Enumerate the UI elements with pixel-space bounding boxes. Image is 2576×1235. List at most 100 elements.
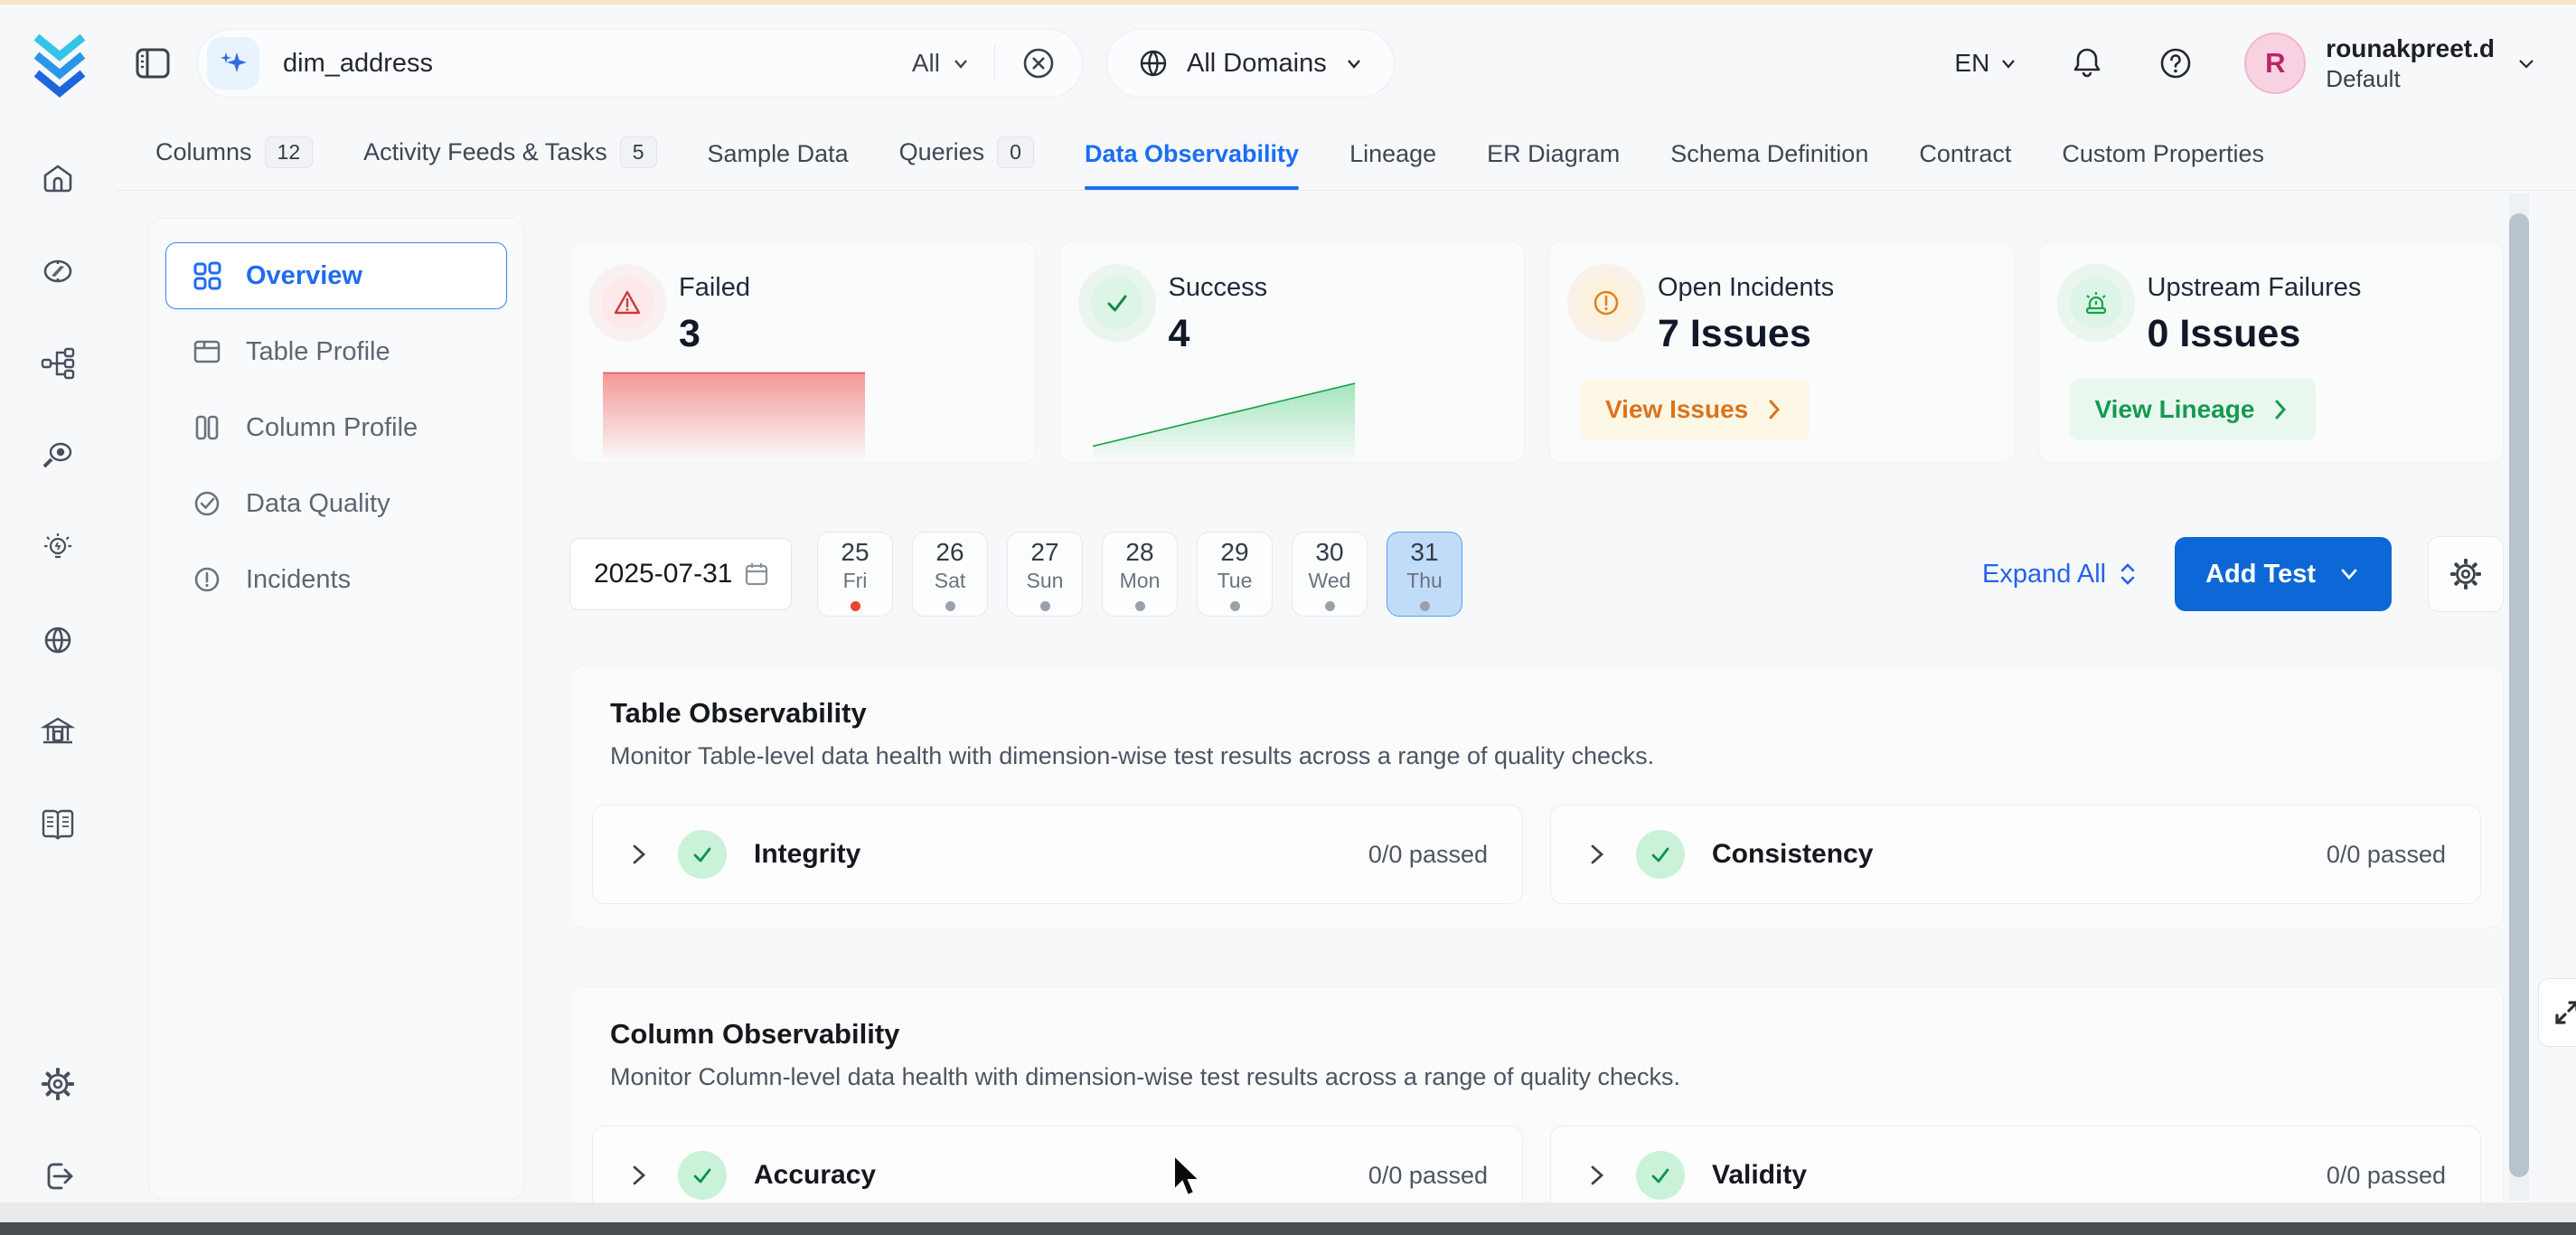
top-header: dim_address All All Domains bbox=[0, 5, 2576, 122]
section-description: Monitor Column-level data health with di… bbox=[610, 1063, 1681, 1090]
gear-icon bbox=[2450, 559, 2481, 589]
day-chip-25[interactable]: 25 Fri bbox=[817, 532, 893, 617]
observability-main: Failed 3 bbox=[569, 218, 2576, 1235]
success-trend-chart bbox=[1092, 357, 1355, 462]
global-search-bar[interactable]: dim_address All bbox=[197, 29, 1083, 98]
sidebar-item-overview[interactable]: Overview bbox=[165, 242, 507, 309]
tab-lineage[interactable]: Lineage bbox=[1349, 140, 1437, 167]
chevron-right-icon bbox=[1591, 1165, 1604, 1185]
tab-queries[interactable]: Queries 0 bbox=[899, 137, 1034, 190]
test-settings-button[interactable] bbox=[2428, 536, 2504, 612]
day-chip-28[interactable]: 28 Mon bbox=[1102, 532, 1178, 617]
glossary-book-icon[interactable] bbox=[39, 806, 77, 844]
search-input[interactable]: dim_address bbox=[283, 48, 434, 78]
dimension-passed-count: 0/0 passed bbox=[2326, 840, 2446, 868]
domains-globe-icon[interactable] bbox=[39, 621, 77, 659]
view-lineage-button[interactable]: View Lineage bbox=[2069, 379, 2317, 440]
clear-search-icon[interactable] bbox=[1019, 43, 1058, 83]
expand-collapse-icon bbox=[2120, 563, 2135, 585]
sidebar-item-label: Incidents bbox=[246, 564, 352, 594]
tab-data-observability[interactable]: Data Observability bbox=[1084, 140, 1300, 190]
settings-gear-icon[interactable] bbox=[39, 1065, 77, 1103]
language-label: EN bbox=[1954, 49, 1990, 77]
insights-bulb-icon[interactable] bbox=[39, 529, 77, 567]
day-chip-26[interactable]: 26 Sat bbox=[912, 532, 988, 617]
expand-arrows-icon bbox=[2555, 1001, 2576, 1024]
search-scope-dropdown[interactable]: All bbox=[912, 49, 971, 78]
home-icon[interactable] bbox=[39, 160, 77, 198]
dimension-card-integrity[interactable]: Integrity 0/0 passed bbox=[592, 805, 1523, 904]
view-issues-button[interactable]: View Issues bbox=[1580, 379, 1810, 440]
tab-count-badge: 12 bbox=[264, 137, 314, 168]
help-icon[interactable] bbox=[2156, 43, 2195, 83]
chevron-down-icon bbox=[2002, 60, 2016, 69]
day-chip-27[interactable]: 27 Sun bbox=[1007, 532, 1083, 617]
tab-custom-properties[interactable]: Custom Properties bbox=[2062, 140, 2264, 167]
domains-selector[interactable]: All Domains bbox=[1106, 29, 1395, 98]
sidebar-item-data-quality[interactable]: Data Quality bbox=[165, 470, 507, 537]
explore-compass-icon[interactable] bbox=[39, 252, 77, 290]
dimension-passed-count: 0/0 passed bbox=[1368, 1161, 1488, 1189]
success-check-icon bbox=[1090, 277, 1143, 329]
day-chip-30[interactable]: 30 Wed bbox=[1292, 532, 1368, 617]
sidebar-item-column-profile[interactable]: Column Profile bbox=[165, 394, 507, 461]
domains-label: All Domains bbox=[1187, 48, 1327, 78]
chevron-down-icon bbox=[954, 60, 967, 69]
lineage-graph-icon[interactable] bbox=[39, 344, 77, 382]
open-incidents-value: 7 Issues bbox=[1658, 312, 1811, 355]
dimension-label: Consistency bbox=[1712, 839, 1874, 869]
date-picker-input[interactable]: 2025-07-31 bbox=[569, 538, 792, 610]
section-title: Column Observability bbox=[610, 1018, 900, 1050]
status-dot bbox=[1419, 600, 1430, 611]
globe-icon bbox=[1140, 50, 1167, 77]
notifications-bell-icon[interactable] bbox=[2067, 43, 2107, 83]
day-chip-31-selected[interactable]: 31 Thu bbox=[1387, 532, 1462, 617]
dimension-status-icon bbox=[1636, 830, 1685, 879]
status-dot bbox=[945, 600, 955, 611]
upstream-siren-icon bbox=[2069, 277, 2122, 329]
observability-side-panel: Overview Table Profile Column Profile Da… bbox=[148, 218, 524, 1199]
open-incidents-card: Open Incidents 7 Issues View Issues bbox=[1548, 241, 2015, 463]
expand-all-button[interactable]: Expand All bbox=[1982, 560, 2139, 589]
sidebar-item-label: Table Profile bbox=[246, 336, 390, 366]
table-profile-icon bbox=[193, 340, 221, 363]
logout-icon[interactable] bbox=[39, 1157, 77, 1195]
dimension-card-consistency[interactable]: Consistency 0/0 passed bbox=[1550, 805, 2481, 904]
chevron-down-icon bbox=[2519, 60, 2534, 69]
left-nav-rail bbox=[0, 122, 116, 1235]
tab-contract[interactable]: Contract bbox=[1919, 140, 2012, 167]
sidebar-item-label: Overview bbox=[246, 260, 362, 290]
open-incidents-alert-icon bbox=[1580, 277, 1632, 329]
dimension-label: Integrity bbox=[754, 839, 861, 869]
add-test-button[interactable]: Add Test bbox=[2175, 537, 2392, 611]
ai-sparkle-icon bbox=[207, 37, 259, 90]
tab-columns[interactable]: Columns 12 bbox=[155, 137, 314, 190]
tab-sample-data[interactable]: Sample Data bbox=[707, 140, 849, 167]
table-observability-section: Table Observability Monitor Table-level … bbox=[569, 665, 2504, 929]
edge-panel-button[interactable] bbox=[2538, 978, 2576, 1047]
observability-search-icon[interactable] bbox=[39, 437, 77, 475]
language-selector[interactable]: EN bbox=[1954, 49, 2018, 78]
app-logo-icon[interactable] bbox=[24, 27, 96, 99]
user-team: Default bbox=[2326, 65, 2401, 93]
scrollbar-thumb[interactable] bbox=[2509, 213, 2529, 1177]
tab-er-diagram[interactable]: ER Diagram bbox=[1487, 140, 1621, 167]
top-edge-strip bbox=[0, 0, 2576, 5]
sidebar-item-label: Data Quality bbox=[246, 488, 390, 518]
failed-trend-chart bbox=[603, 357, 865, 462]
govern-bank-icon[interactable] bbox=[39, 713, 77, 751]
sidebar-toggle-icon[interactable] bbox=[132, 42, 174, 84]
vertical-scrollbar[interactable] bbox=[2509, 193, 2529, 1201]
user-menu[interactable]: R rounakpreet.d Default bbox=[2244, 33, 2538, 94]
sidebar-item-incidents[interactable]: Incidents bbox=[165, 546, 507, 613]
tab-activity-feeds[interactable]: Activity Feeds & Tasks 5 bbox=[363, 137, 657, 190]
avatar: R bbox=[2244, 33, 2307, 94]
date-value: 2025-07-31 bbox=[594, 559, 733, 589]
sidebar-item-table-profile[interactable]: Table Profile bbox=[165, 318, 507, 385]
header-right-group: EN R rounakpreet.d Default bbox=[1954, 33, 2538, 94]
status-dot bbox=[850, 600, 860, 611]
day-chip-29[interactable]: 29 Tue bbox=[1197, 532, 1273, 617]
tab-schema-definition[interactable]: Schema Definition bbox=[1670, 140, 1869, 167]
dimension-status-icon bbox=[678, 1151, 727, 1200]
